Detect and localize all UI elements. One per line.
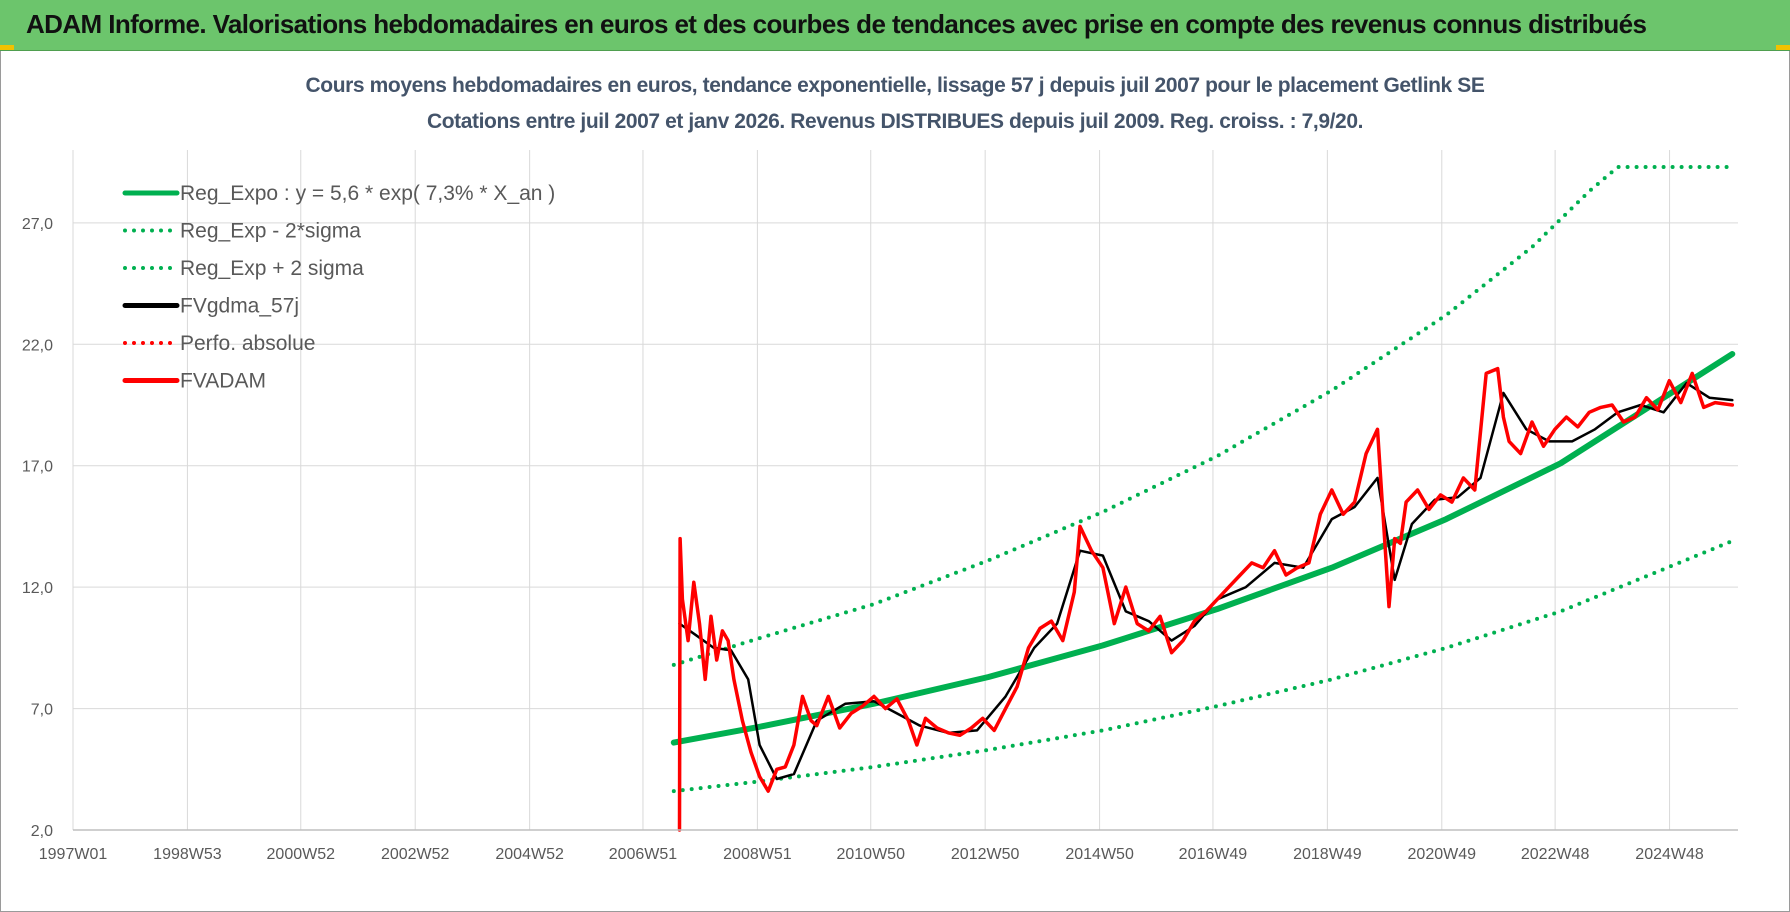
- chart-subtitle: Cotations entre juil 2007 et janv 2026. …: [426, 110, 1364, 133]
- y-tick-label: 12,0: [22, 580, 53, 597]
- x-tick-label: 1998W53: [153, 846, 222, 863]
- series-line-0: [670, 351, 1736, 746]
- y-tick-label: 7,0: [31, 702, 53, 719]
- series-line-2: [671, 165, 1735, 667]
- x-tick-label: 2002W52: [381, 846, 450, 863]
- banner-title: ADAM Informe. Valorisations hebdomadaire…: [26, 9, 1647, 39]
- legend-label: FVADAM: [180, 370, 266, 393]
- grid-layer: [72, 150, 1738, 831]
- x-tick-label: 2004W52: [495, 846, 564, 863]
- y-tick-label: 27,0: [22, 216, 53, 233]
- x-tick-label: 2024W48: [1635, 846, 1704, 863]
- series-line-5: [677, 366, 1735, 832]
- series-line-3: [678, 381, 1734, 781]
- series-line-1: [671, 539, 1735, 794]
- x-tick-label: 2016W49: [1179, 846, 1248, 863]
- x-tick-label: 2018W49: [1293, 846, 1362, 863]
- x-tick-label: 1997W01: [39, 846, 108, 863]
- x-tick-label: 2012W50: [951, 846, 1020, 863]
- corner-mark-right: [1776, 45, 1790, 50]
- legend-label: FVgdma_57j: [180, 295, 299, 318]
- x-tick-label: 2010W50: [836, 846, 905, 863]
- x-tick-label: 2014W50: [1065, 846, 1134, 863]
- chart-title: Cours moyens hebdomadaires en euros, ten…: [305, 74, 1485, 97]
- line-chart: 2,0 7,0 12,0 17,0 22,0 27,0 1997W01 1998W53 2000…: [22, 150, 1738, 863]
- x-tick-label: 2022W48: [1521, 846, 1590, 863]
- legend-label: Perfo. absolue: [180, 332, 315, 355]
- chart-area: 2,0 7,0 12,0 17,0 22,0 27,0 1997W01 1998W53 2000…: [0, 50, 1790, 910]
- legend: Reg_Expo : y = 5,6 * exp( 7,3% * X_an ) R…: [122, 182, 555, 393]
- report-banner: ADAM Informe. Valorisations hebdomadaire…: [0, 0, 1790, 51]
- series-layer: [670, 165, 1736, 832]
- legend-label: Reg_Expo : y = 5,6 * exp( 7,3% * X_an ): [180, 182, 555, 205]
- x-tick-label: 2006W51: [609, 846, 678, 863]
- x-tick-label: 2000W52: [267, 846, 336, 863]
- corner-mark-left: [0, 45, 14, 50]
- x-tick-label: 2008W51: [723, 846, 792, 863]
- y-tick-label: 17,0: [22, 459, 53, 476]
- x-tick-label: 2020W49: [1408, 846, 1477, 863]
- y-tick-label: 22,0: [22, 337, 53, 354]
- y-tick-label: 2,0: [31, 823, 53, 840]
- legend-label: Reg_Exp + 2 sigma: [180, 257, 364, 280]
- legend-label: Reg_Exp - 2*sigma: [180, 220, 361, 243]
- axis-layer: 2,0 7,0 12,0 17,0 22,0 27,0 1997W01 1998W53 2000…: [22, 216, 1738, 863]
